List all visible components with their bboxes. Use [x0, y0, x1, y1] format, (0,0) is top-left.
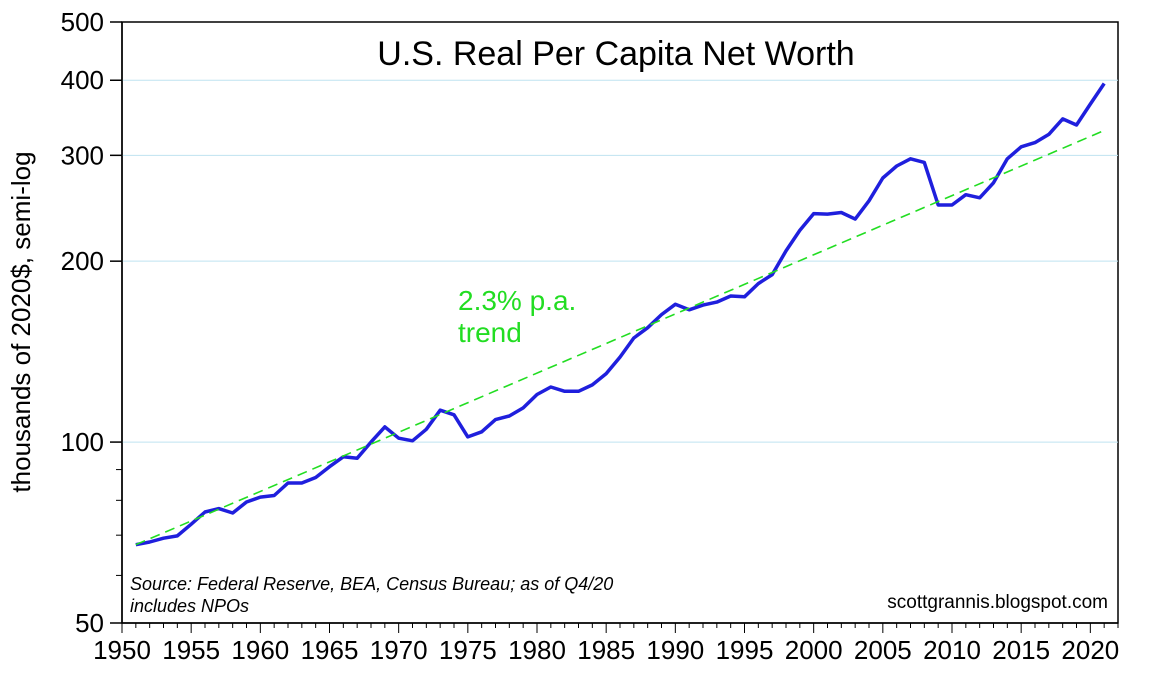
plot-area: [121, 21, 1119, 624]
x-tick-label-2010: 2010: [923, 635, 981, 665]
x-tick-label-1960: 1960: [231, 635, 289, 665]
net-worth-line: [135, 82, 1106, 547]
x-tick-label-1985: 1985: [577, 635, 635, 665]
series-layer: [135, 82, 1106, 547]
source-note-line2: includes NPOs: [130, 596, 249, 616]
y-tick-label-300: 300: [61, 140, 104, 170]
y-tick-label-400: 400: [61, 65, 104, 95]
y-tick-label-100: 100: [61, 427, 104, 457]
x-axis: 1950 1955 1960 1965 1970 1975 1980 1985 1990 1995…: [93, 622, 1119, 665]
x-tick-label-1965: 1965: [301, 635, 359, 665]
x-tick-label-1950: 1950: [93, 635, 151, 665]
x-tick-label-1970: 1970: [370, 635, 428, 665]
y-tick-label-500: 500: [61, 7, 104, 37]
x-tick-label-1995: 1995: [716, 635, 774, 665]
y-axis: 50 100 200 300 400 500: [61, 7, 123, 638]
x-tick-label-1990: 1990: [646, 635, 704, 665]
x-tick-label-1980: 1980: [508, 635, 566, 665]
x-tick-label-2015: 2015: [992, 635, 1050, 665]
gridlines: [122, 79, 1118, 443]
x-tick-label-1975: 1975: [439, 635, 497, 665]
trend-annotation-line2: trend: [458, 317, 522, 348]
y-tick-label-200: 200: [61, 246, 104, 276]
x-tick-label-2020: 2020: [1061, 635, 1119, 665]
credit-text: scottgrannis.blogspot.com: [887, 592, 1108, 613]
chart-title: U.S. Real Per Capita Net Worth: [377, 35, 854, 73]
source-note-line1: Source: Federal Reserve, BEA, Census Bur…: [130, 574, 613, 594]
y-axis-label: thousands of 2020$, semi-log: [6, 151, 36, 492]
x-tick-label-1955: 1955: [162, 635, 220, 665]
y-tick-label-50: 50: [75, 608, 104, 638]
trend-annotation-line1: 2.3% p.a.: [458, 285, 576, 316]
x-tick-label-2005: 2005: [854, 635, 912, 665]
x-tick-label-2000: 2000: [785, 635, 843, 665]
